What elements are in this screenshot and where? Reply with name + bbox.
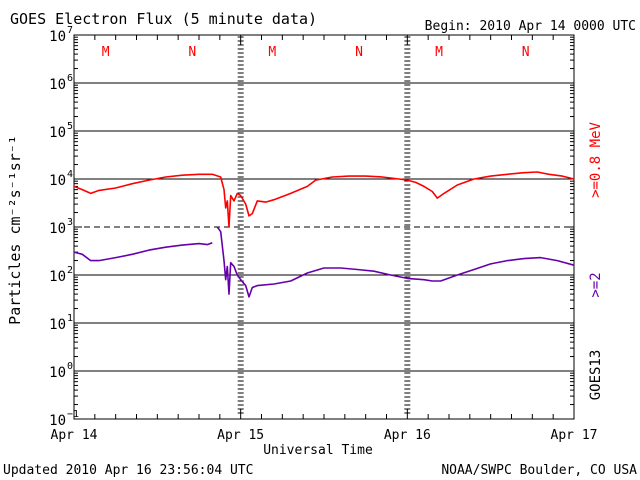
legend-high-energy: >=0.8 MeV [588, 122, 604, 198]
y-axis-label: Particles cm⁻²s⁻¹sr⁻¹ [6, 135, 24, 325]
x-tick-label: Apr 14 [51, 428, 98, 443]
y-tick-exponent: 3 [67, 217, 73, 228]
y-tick-exponent: 0 [67, 361, 73, 372]
x-tick-label: Apr 17 [551, 428, 598, 443]
chart-title: GOES Electron Flux (5 minute data) [10, 10, 317, 28]
y-tick-exponent: 7 [67, 25, 73, 36]
y-tick-exponent: 2 [67, 265, 73, 276]
y-tick-label: 10 [49, 173, 66, 189]
right-legend: >=0.8 MeV >=2 GOES13 [588, 122, 604, 401]
y-tick-label: 10 [49, 29, 66, 45]
mn-marker: M [102, 45, 110, 60]
series-line-high-energy [73, 171, 575, 228]
source-label: NOAA/SWPC Boulder, CO USA [441, 463, 637, 478]
y-tick-label: 10 [49, 221, 66, 237]
begin-label: Begin: 2010 Apr 14 0000 UTC [425, 19, 636, 34]
y-tick-exponent: 1 [67, 313, 73, 324]
y-tick-label: 10 [49, 365, 66, 381]
mn-marker: N [355, 45, 363, 60]
mn-marker: M [268, 45, 276, 60]
y-tick-exponent: 4 [67, 169, 73, 180]
legend-low-energy: >=2 [588, 272, 604, 297]
y-tick-exponent: 5 [67, 121, 73, 132]
legend-satellite: GOES13 [588, 350, 604, 401]
updated-label: Updated 2010 Apr 16 23:56:04 UTC [3, 463, 253, 478]
x-axis: Apr 14 Apr 15 Apr 16 Apr 17 [51, 428, 598, 443]
x-tick-label: Apr 15 [217, 428, 264, 443]
series-line-low-energy [73, 226, 575, 298]
y-tick-label: 10 [49, 413, 66, 429]
y-tick-label: 10 [49, 125, 66, 141]
y-tick-exponent: 6 [67, 73, 73, 84]
plot-frame [73, 34, 575, 420]
x-axis-label: Universal Time [263, 443, 373, 458]
series-layer [73, 171, 575, 298]
y-tick-label: 10 [49, 269, 66, 285]
mn-marker: N [188, 45, 196, 60]
y-tick-label: 10 [49, 317, 66, 333]
x-tick-label: Apr 16 [384, 428, 431, 443]
mn-marker: N [522, 45, 530, 60]
y-tick-exponent: −1 [67, 409, 79, 420]
y-tick-label: 10 [49, 77, 66, 93]
mn-marker: M [435, 45, 443, 60]
